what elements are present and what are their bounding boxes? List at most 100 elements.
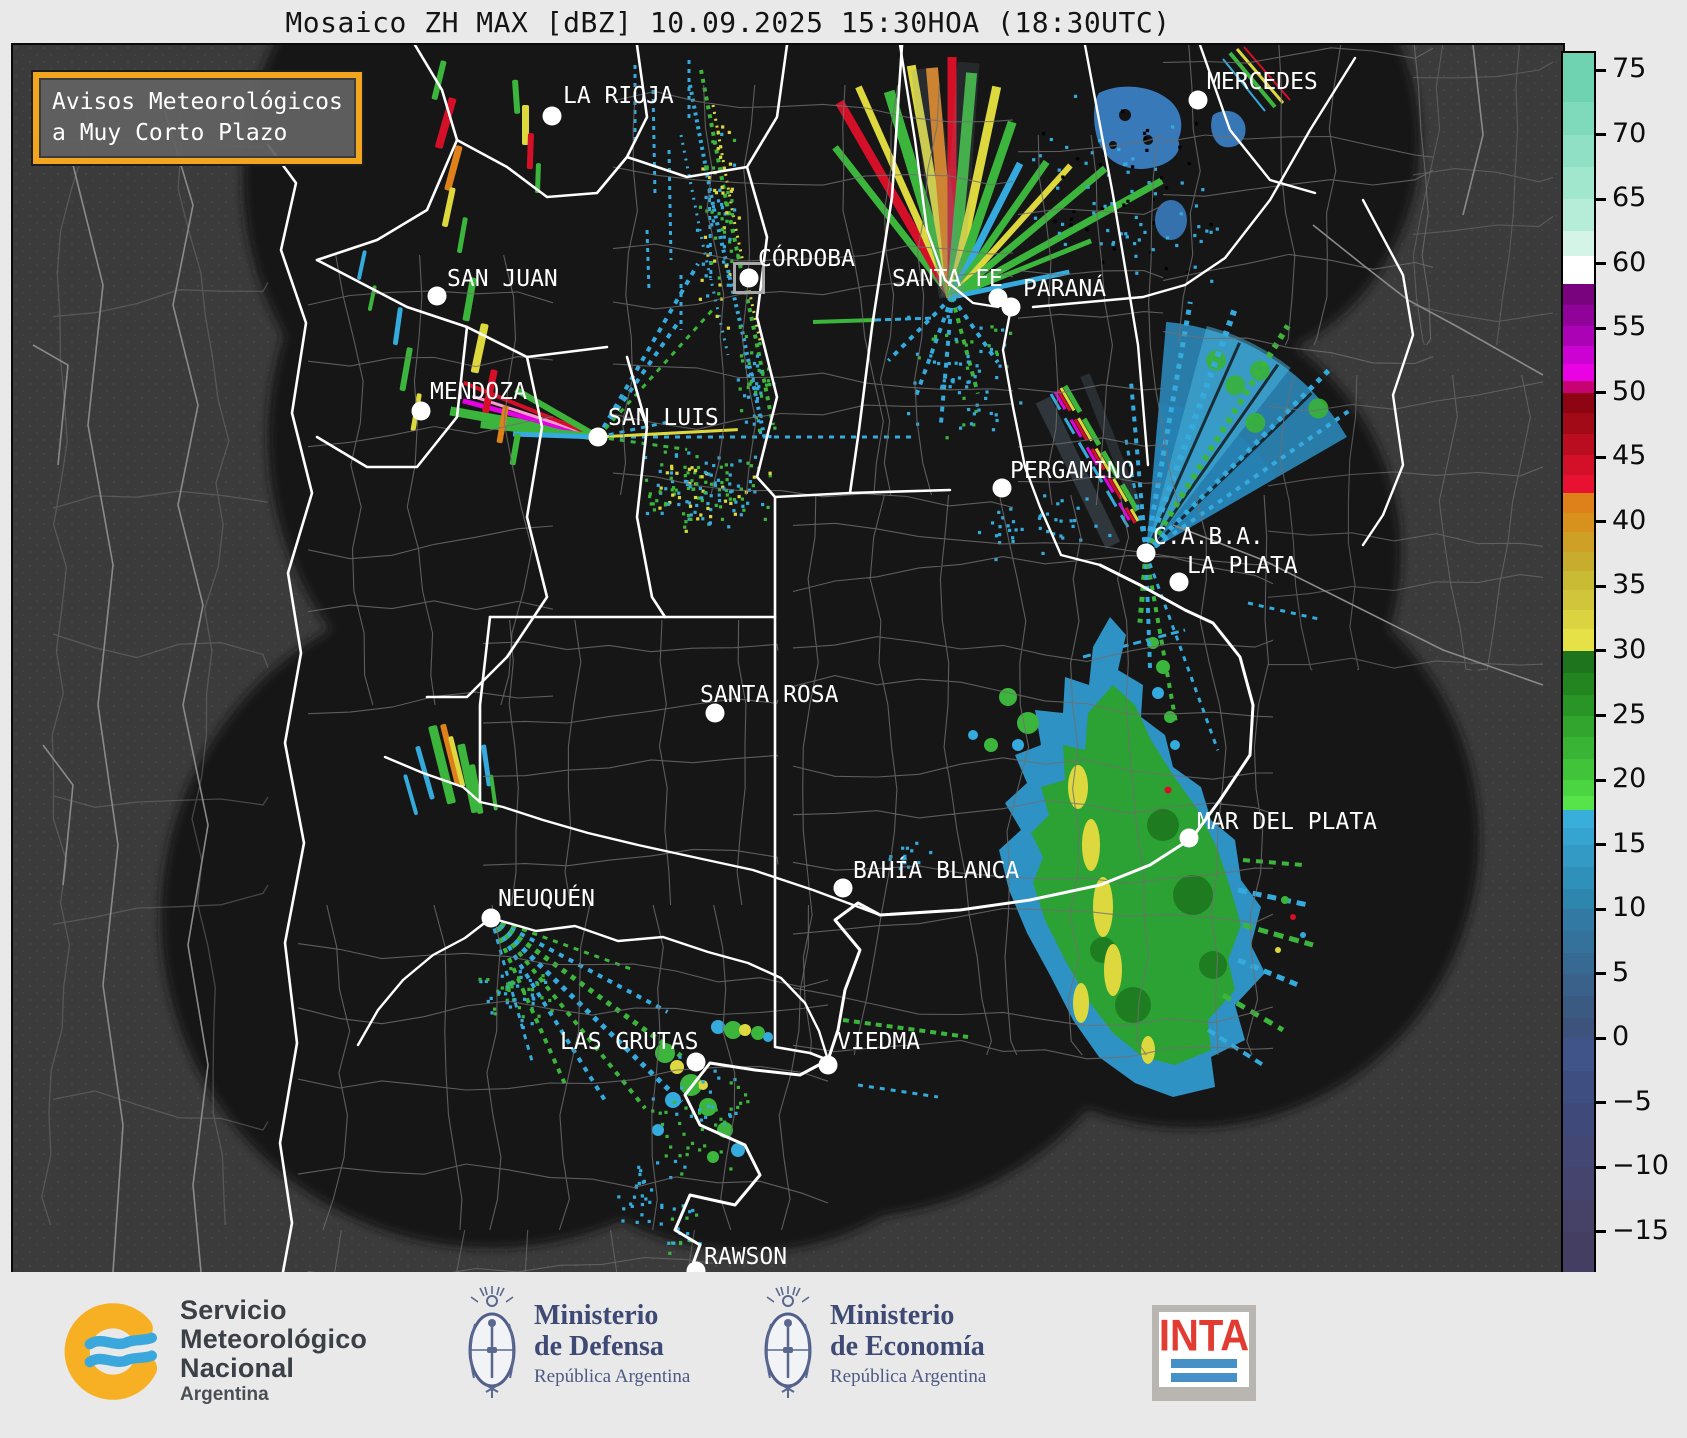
colorbar-tick-label: 40 <box>1612 504 1647 536</box>
page-title: Mosaico ZH MAX [dBZ] 10.09.2025 15:30HOA… <box>285 6 1171 39</box>
alert-line2: a Muy Corto Plazo <box>52 120 288 146</box>
colorbar-segment <box>1563 346 1594 365</box>
colorbar-segment <box>1563 304 1594 326</box>
city-dot <box>1136 543 1156 563</box>
colorbar-tick-label: 10 <box>1612 892 1647 924</box>
city-label: PERGAMINO <box>1010 458 1135 484</box>
colorbar-tick <box>1596 68 1606 72</box>
colorbar-segment <box>1563 493 1594 513</box>
colorbar-tick <box>1596 262 1606 266</box>
colorbar-tick-label: 25 <box>1612 698 1647 730</box>
colorbar-segment <box>1563 231 1594 256</box>
city-dot <box>992 478 1012 498</box>
economia-country: República Argentina <box>830 1366 987 1387</box>
colorbar-segment <box>1563 1038 1594 1071</box>
colorbar-segment <box>1563 590 1594 610</box>
city-dot <box>818 1055 838 1075</box>
colorbar-segment <box>1563 759 1594 781</box>
smn-name-line: Servicio <box>180 1295 287 1325</box>
colorbar-segment <box>1563 1070 1594 1103</box>
defensa-title: Ministerio <box>534 1300 659 1331</box>
colorbar-segment <box>1563 134 1594 167</box>
colorbar-segment <box>1563 1167 1594 1200</box>
colorbar-segment <box>1563 570 1594 591</box>
colorbar-segment <box>1563 931 1594 954</box>
city-dot <box>411 401 431 421</box>
colorbar-tick <box>1596 907 1606 911</box>
colorbar-segment <box>1563 866 1594 889</box>
colorbar-segment <box>1563 284 1594 305</box>
colorbar-segment <box>1563 475 1594 494</box>
colorbar-tick <box>1596 1165 1606 1169</box>
colorbar-tick-label: 55 <box>1612 311 1647 343</box>
colorbar-tick <box>1596 649 1606 653</box>
colorbar-segment <box>1563 199 1594 232</box>
colorbar-segment <box>1563 53 1594 103</box>
colorbar-tick-label: 0 <box>1612 1021 1630 1053</box>
colorbar-tick <box>1596 1101 1606 1105</box>
colorbar-segment <box>1563 551 1594 571</box>
colorbar-tick <box>1596 584 1606 588</box>
colorbar-tick <box>1596 972 1606 976</box>
colorbar-segment <box>1563 737 1594 760</box>
colorbar-segment <box>1563 715 1594 738</box>
smn-icon <box>64 1303 162 1400</box>
inta-bar <box>1170 1358 1238 1368</box>
city-label: C.A.B.A. <box>1153 524 1264 550</box>
inta-bar <box>1170 1372 1238 1382</box>
inta-label: INTA <box>1158 1310 1250 1361</box>
colorbar-segment <box>1563 325 1594 347</box>
colorbar-segment <box>1563 795 1594 810</box>
colorbar-segment <box>1563 102 1594 135</box>
colorbar-segment <box>1563 888 1594 910</box>
colorbar-segment <box>1563 953 1594 974</box>
colorbar-segment <box>1563 1199 1594 1232</box>
colorbar-tick <box>1596 391 1606 395</box>
colorbar-segment <box>1563 413 1594 435</box>
colorbar-tick <box>1596 197 1606 201</box>
city-label: LA RIOJA <box>563 83 674 109</box>
city-label: VIEDMA <box>837 1029 921 1055</box>
city-label: CÓRDOBA <box>758 246 855 272</box>
colorbar-tick-label: 50 <box>1612 375 1647 407</box>
colorbar-segment <box>1563 166 1594 200</box>
alert-box[interactable]: Avisos Meteorológicos a Muy Corto Plazo <box>33 72 362 164</box>
colorbar-segment <box>1563 1017 1594 1039</box>
defensa-dept: de Defensa <box>534 1331 664 1362</box>
colorbar-tick-label: 5 <box>1612 956 1630 988</box>
colorbar-tick-label: 30 <box>1612 633 1647 665</box>
economia-title: Ministerio <box>830 1300 955 1331</box>
colorbar-segment <box>1563 995 1594 1018</box>
city-label: MERCEDES <box>1207 69 1318 95</box>
city-label: PARANÁ <box>1023 276 1107 302</box>
colorbar-tick <box>1596 843 1606 847</box>
city-label: MENDOZA <box>430 379 527 405</box>
city-dot <box>739 268 759 288</box>
colorbar-segment <box>1563 827 1594 845</box>
inta-logo: INTA <box>1152 1305 1256 1401</box>
province-borders <box>266 45 1415 1272</box>
colorbar-segment <box>1563 973 1594 996</box>
colorbar-segment <box>1563 532 1594 552</box>
colorbar-tick-label: 45 <box>1612 440 1647 472</box>
city-dot <box>588 427 608 447</box>
colorbar-segment <box>1563 381 1594 393</box>
colorbar-segment <box>1563 809 1594 828</box>
city-label: SAN LUIS <box>608 405 719 431</box>
colorbar-tick <box>1596 133 1606 137</box>
colorbar-segment <box>1563 844 1594 867</box>
colorbar-segment <box>1563 434 1594 455</box>
city-dot <box>686 1261 706 1272</box>
colorbar-tick-label: −5 <box>1612 1085 1652 1117</box>
radar-map: Avisos Meteorológicos a Muy Corto Plazo … <box>13 45 1563 1272</box>
colorbar-segment <box>1563 650 1594 673</box>
colorbar-tick <box>1596 455 1606 459</box>
colorbar-segment <box>1563 454 1594 476</box>
city-label: SANTA ROSA <box>700 682 839 708</box>
colorbar-segment <box>1563 1231 1594 1272</box>
colorbar-tick <box>1596 1036 1606 1040</box>
footer: Servicio Meteorológico Nacional Argentin… <box>0 1272 1687 1438</box>
radar-echoes <box>357 46 1352 1255</box>
colorbar-segment <box>1563 609 1594 630</box>
colorbar-tick <box>1596 714 1606 718</box>
